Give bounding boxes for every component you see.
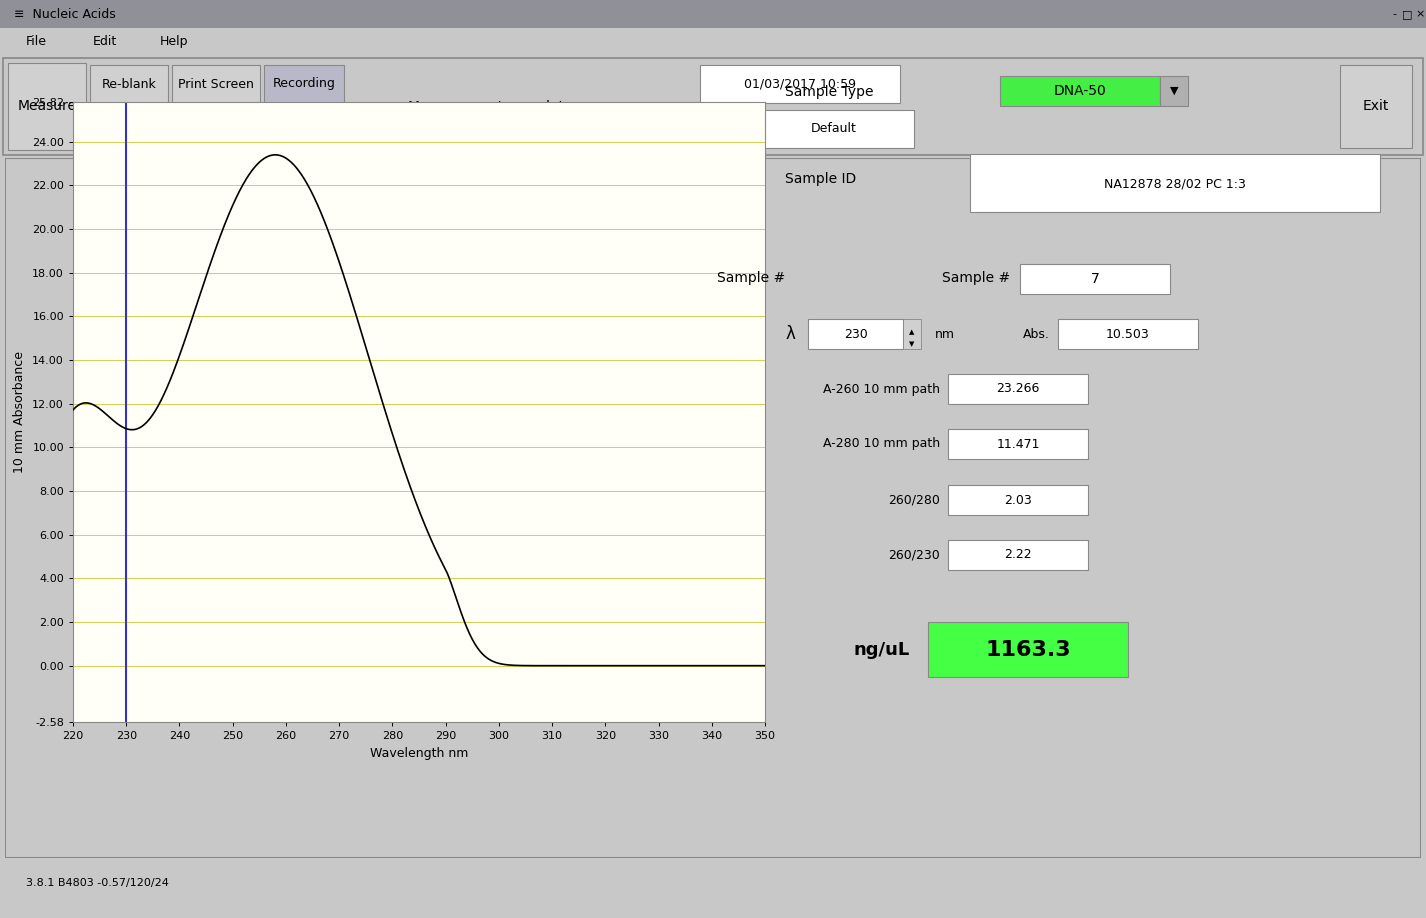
Bar [948,485,1088,515]
Bar [1000,76,1159,106]
Text: 260/230: 260/230 [888,548,940,562]
Text: ▼: ▼ [910,341,914,347]
Bar [948,429,1088,459]
Text: 7: 7 [1091,272,1099,286]
Text: 1163.3: 1163.3 [985,640,1071,659]
Text: Sample ID: Sample ID [784,172,856,186]
Bar [385,168,665,190]
Text: 23.266: 23.266 [997,383,1040,396]
Text: Print Report: Print Report [178,119,252,132]
Text: 10.503: 10.503 [1107,328,1149,341]
Bar [90,65,168,103]
Text: Show Report: Show Report [264,119,344,132]
Text: Help: Help [160,35,188,48]
Bar [809,319,903,349]
Text: Recording: Recording [272,77,335,91]
Bar [948,374,1088,404]
Bar [1340,65,1412,148]
Text: User: User [719,127,746,140]
Text: ≡  Nucleic Acids: ≡ Nucleic Acids [14,7,116,20]
Bar [173,107,260,145]
Text: Sample Type: Sample Type [784,85,874,99]
Text: 01/03/2017 10:59: 01/03/2017 10:59 [744,77,856,91]
Text: Default: Default [811,122,857,136]
Text: Re-blank: Re-blank [101,77,157,91]
Bar [754,110,914,148]
Text: ▲: ▲ [910,329,914,335]
Text: Print Screen: Print Screen [178,77,254,91]
Bar [264,107,344,145]
Text: 2.03: 2.03 [1004,494,1032,507]
Bar [90,107,168,145]
Text: λ: λ [784,325,794,343]
X-axis label: Wavelength nm: Wavelength nm [369,746,468,759]
Bar [1058,319,1198,349]
Text: A-260 10 mm path: A-260 10 mm path [823,383,940,396]
Text: Edit: Edit [93,35,117,48]
Text: □: □ [1402,9,1413,19]
Text: Sample #: Sample # [717,271,784,285]
Bar [173,65,260,103]
Text: 260/280: 260/280 [888,494,940,507]
Text: Sample #: Sample # [941,271,1010,285]
Bar [970,154,1380,212]
Text: File: File [26,35,47,48]
Text: 2.22: 2.22 [1004,548,1032,562]
Text: Measurement complete: Measurement complete [408,100,572,114]
Y-axis label: 10 mm Absorbance: 10 mm Absorbance [13,351,27,473]
Bar [665,168,684,190]
Text: 3.8.1 B4803 -0.57/120/24: 3.8.1 B4803 -0.57/120/24 [26,878,170,888]
Text: Overlay control: Overlay control [295,174,391,186]
Bar [1159,76,1188,106]
Text: DNA-50: DNA-50 [1054,84,1107,98]
Text: 230: 230 [844,328,867,341]
Bar [928,622,1128,677]
Bar [264,65,344,103]
Text: NA12878 28/02 PC 1:3: NA12878 28/02 PC 1:3 [1104,177,1246,191]
Text: Abs.: Abs. [1022,328,1050,341]
Text: Measure: Measure [17,99,77,114]
Bar [948,540,1088,570]
Text: -: - [1393,9,1396,19]
Text: 11.471: 11.471 [997,438,1040,451]
Bar [700,65,900,103]
Text: Blank: Blank [111,119,147,132]
Bar [1020,264,1169,294]
Text: ng/uL: ng/uL [854,641,910,659]
Text: ×: × [1416,9,1425,19]
Text: ▼: ▼ [672,174,679,184]
Text: Clear graph each Sample: Clear graph each Sample [441,173,599,185]
Bar [903,319,921,349]
Text: A-280 10 mm path: A-280 10 mm path [823,438,940,451]
Text: Exit: Exit [1363,99,1389,114]
Bar [9,63,86,150]
Text: ▼: ▼ [1169,86,1178,96]
Text: nm: nm [935,328,955,341]
